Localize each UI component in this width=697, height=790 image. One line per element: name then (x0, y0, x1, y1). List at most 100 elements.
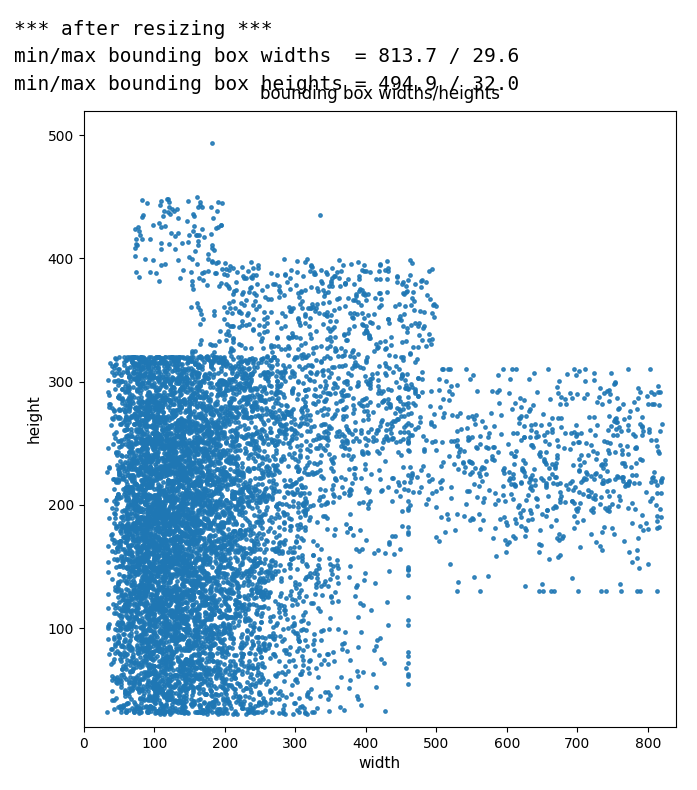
Point (188, 566, 199, 578)
Point (237, 506, 248, 519)
Point (141, 443, 152, 456)
Point (241, 377, 252, 389)
Point (167, 584, 178, 596)
Point (296, 555, 307, 568)
Point (187, 674, 198, 687)
Point (132, 705, 144, 717)
Point (180, 555, 191, 567)
Point (292, 496, 303, 509)
Point (164, 399, 176, 412)
Point (118, 570, 129, 582)
Point (229, 569, 240, 581)
Point (196, 465, 207, 478)
Point (261, 310, 273, 323)
Point (260, 495, 271, 507)
Point (182, 658, 193, 671)
Point (186, 378, 197, 390)
Point (160, 351, 171, 363)
Point (616, 457, 627, 470)
Point (168, 485, 179, 498)
Point (183, 544, 194, 556)
Point (219, 375, 230, 388)
Point (130, 540, 141, 553)
Point (130, 477, 141, 490)
Point (275, 536, 286, 548)
Point (193, 655, 204, 668)
Point (134, 589, 145, 601)
Point (138, 352, 149, 364)
Point (167, 474, 178, 487)
Point (152, 631, 163, 644)
Point (144, 351, 155, 363)
Point (125, 587, 136, 600)
Point (246, 627, 257, 640)
Point (187, 386, 199, 399)
Point (266, 386, 277, 398)
Point (259, 381, 270, 393)
Point (515, 391, 526, 404)
Point (253, 484, 264, 497)
Y-axis label: height: height (27, 394, 42, 443)
Point (133, 593, 144, 606)
Point (210, 502, 222, 515)
Point (542, 503, 553, 516)
Point (229, 486, 240, 498)
Point (283, 648, 294, 660)
Point (402, 390, 413, 403)
Point (160, 555, 171, 568)
Point (128, 584, 139, 596)
Point (121, 483, 132, 496)
Point (114, 648, 125, 660)
Point (153, 676, 164, 689)
Point (196, 351, 207, 363)
Point (220, 359, 231, 372)
Point (180, 657, 191, 670)
Point (266, 345, 277, 358)
Point (179, 588, 190, 600)
Point (187, 568, 198, 581)
Point (121, 503, 132, 516)
Point (259, 319, 270, 332)
Point (170, 585, 181, 597)
Point (257, 528, 268, 540)
Point (365, 396, 376, 408)
Point (303, 655, 314, 668)
Point (143, 645, 154, 658)
Point (149, 690, 160, 702)
Point (264, 353, 275, 366)
Point (202, 483, 213, 496)
Point (241, 374, 252, 386)
Point (247, 435, 258, 448)
Point (141, 531, 152, 544)
Point (163, 562, 174, 574)
Point (253, 657, 264, 670)
Point (231, 608, 242, 621)
Point (136, 414, 147, 427)
Point (289, 476, 300, 489)
Point (120, 623, 131, 635)
Point (194, 410, 206, 423)
Point (194, 608, 205, 620)
Point (135, 592, 146, 605)
Point (296, 285, 307, 298)
Point (109, 506, 120, 519)
Point (623, 423, 634, 436)
Point (118, 600, 130, 612)
Point (187, 593, 199, 606)
Point (150, 683, 161, 695)
Point (317, 472, 328, 484)
Point (190, 619, 201, 631)
Point (223, 407, 234, 419)
Point (240, 442, 251, 454)
Point (210, 483, 222, 496)
Point (121, 409, 132, 422)
Point (528, 367, 539, 379)
Point (311, 302, 322, 314)
Point (427, 435, 438, 448)
Point (152, 599, 163, 611)
Point (644, 426, 655, 438)
Point (130, 476, 141, 489)
Point (139, 650, 151, 663)
Point (144, 555, 155, 568)
Point (202, 473, 213, 486)
